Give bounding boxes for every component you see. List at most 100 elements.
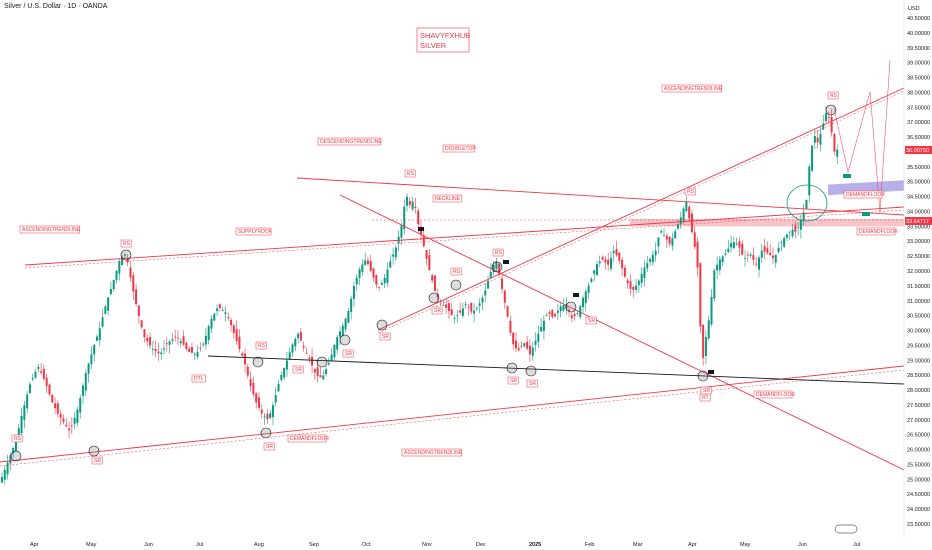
label-doubletop-box [442, 144, 476, 153]
candle-body [151, 349, 154, 350]
candle-body [193, 353, 196, 355]
candle-body [514, 340, 517, 349]
candle-body [149, 337, 152, 346]
candle-body [512, 332, 515, 345]
candle-body [316, 367, 319, 376]
label-rt: RT [702, 395, 709, 401]
ascending-trendline-upper-guide [377, 90, 905, 334]
candle-body [389, 261, 392, 268]
candle-body [741, 243, 744, 255]
candle-body [244, 353, 247, 365]
ascending-trendline-upper [377, 87, 905, 331]
candle-body [350, 298, 353, 312]
candle-body [509, 320, 512, 333]
candle-body [285, 360, 288, 370]
label-supplyroof: SUPPLYROOF [238, 229, 272, 235]
candle-body [612, 250, 615, 254]
candle-body [819, 133, 822, 145]
candle-body [721, 256, 724, 262]
candle-body [467, 306, 470, 308]
candle-body [26, 394, 29, 409]
candle-body [579, 306, 582, 318]
candle-body [730, 243, 733, 248]
x-tick-label: May [86, 542, 97, 548]
secondary-price: 33.64717 [906, 219, 929, 225]
candle-body [137, 305, 140, 317]
candle-body [771, 255, 774, 259]
label-sr: SR [345, 351, 352, 357]
label-demandfloor-mid-box [753, 390, 793, 399]
candle-body [190, 347, 193, 353]
label-sr-box [263, 442, 275, 451]
label-demandfloor-bottom: DEMANDFLOOR [290, 436, 329, 442]
current-price: 36.00750 [906, 148, 929, 154]
candle-body [255, 393, 258, 403]
candle-body [135, 289, 138, 305]
candle-body [132, 275, 135, 292]
y-tick-label: 23.50000 [907, 522, 930, 528]
label-demandfloor-right2-box [856, 227, 896, 236]
x-tick-label: May [740, 542, 751, 548]
label-sr: SR [295, 367, 302, 373]
projection-line-1 [833, 107, 849, 173]
candle-body [704, 337, 707, 356]
candle-body [23, 405, 26, 420]
candle-body [487, 280, 490, 289]
candle-body [749, 254, 752, 256]
candle-body [266, 413, 269, 420]
swing-circle [316, 356, 328, 368]
candle-body [269, 413, 272, 419]
candle-body [540, 326, 543, 332]
candle-body [433, 275, 436, 291]
candle-body [637, 280, 640, 286]
candle-body [271, 405, 274, 418]
candle-body [587, 285, 590, 293]
y-tick-label: 36.50000 [907, 135, 930, 141]
candle-body [475, 307, 478, 309]
green-flag-marker [862, 212, 870, 216]
candle-body [333, 344, 336, 358]
candle-body [171, 339, 174, 341]
candle-body [263, 416, 266, 418]
candle-body [693, 232, 696, 247]
candle-body [618, 252, 621, 261]
candle-body [54, 403, 57, 409]
y-tick-label: 28.50000 [907, 373, 930, 379]
time-nav-icon[interactable] [834, 524, 858, 534]
candle-body [213, 313, 216, 321]
candle-body [383, 277, 386, 284]
candle-body [260, 409, 263, 414]
candle-body [788, 231, 791, 233]
candle-body [621, 259, 624, 269]
secondary-price-tag [905, 217, 932, 225]
label-neckline: NECKLINE [435, 196, 461, 202]
candle-body [568, 309, 571, 312]
candle-body [157, 351, 160, 354]
candle-body [308, 357, 311, 359]
candle-body [20, 415, 23, 434]
candle-body [249, 378, 252, 386]
candle-body [501, 278, 504, 289]
label-dtl-box [191, 374, 206, 383]
candle-body [545, 315, 548, 317]
candle-body [160, 352, 163, 355]
candle-body [232, 325, 235, 334]
candle-body [769, 252, 772, 256]
label-descending-trendline-box [317, 137, 382, 146]
watermark-line2: SILVER [420, 41, 447, 50]
candle-body [146, 337, 149, 342]
candle-body [794, 224, 797, 232]
candle-body [188, 348, 191, 352]
candle-body [403, 206, 406, 230]
candle-body [593, 270, 596, 274]
candle-body [288, 352, 291, 360]
candle-body [559, 306, 562, 312]
candle-body [554, 313, 557, 317]
x-tick-label: Apr [688, 542, 697, 548]
y-tick-label: 33.00000 [907, 239, 930, 245]
label-sr: SR [510, 378, 517, 384]
candle-body [143, 329, 146, 338]
candle-body [199, 347, 202, 349]
candle-body [498, 263, 501, 276]
